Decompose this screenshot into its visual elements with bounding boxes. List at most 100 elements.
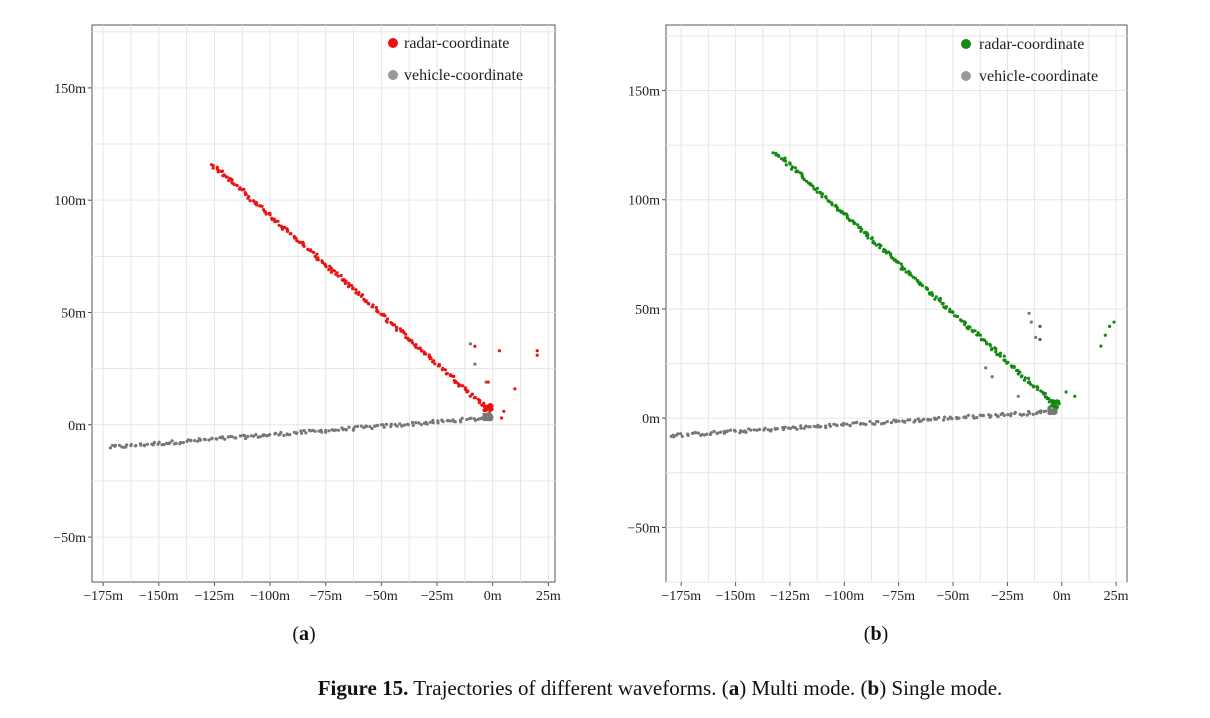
radar-point (440, 368, 444, 372)
radar-point (486, 380, 490, 384)
vehicle-point (848, 424, 852, 428)
vehicle-point (937, 415, 941, 420)
legend-a: radar-coordinate vehicle-coordinate (388, 35, 523, 84)
radar-point (1038, 324, 1042, 328)
radar-point (819, 191, 823, 195)
radar-point (497, 349, 501, 353)
radar-point (443, 368, 447, 372)
vehicle-point (341, 428, 345, 432)
vehicle-point (946, 417, 950, 421)
radar-point (925, 287, 930, 291)
vehicle-point (916, 417, 920, 421)
radar-point (874, 243, 879, 247)
vehicle-point (766, 428, 770, 432)
legend-marker-radar-a (388, 38, 398, 48)
caption-label: Figure 15. (317, 676, 409, 700)
radar-point (771, 151, 775, 155)
panel-letter-b: b (870, 623, 881, 645)
radar-point (418, 346, 422, 350)
radar-point (1057, 399, 1061, 403)
vehicle-point (864, 422, 868, 427)
vehicle-point (157, 440, 161, 444)
radar-point (842, 212, 846, 216)
radar-point (334, 272, 338, 276)
radar-point (456, 381, 460, 385)
vehicle-point (981, 413, 986, 418)
vehicle-point (824, 426, 828, 430)
radar-point (437, 364, 441, 368)
vehicle-point (1031, 412, 1035, 416)
radar-point (913, 276, 918, 280)
vehicle-point (193, 439, 197, 443)
vehicle-point (943, 415, 947, 419)
radar-point (302, 244, 306, 248)
y-tick-label: 150m (628, 85, 660, 100)
radar-point (324, 265, 328, 269)
radar-point (452, 374, 456, 378)
radar-point (232, 182, 236, 187)
radar-point (784, 159, 788, 163)
radar-point (211, 164, 215, 168)
vehicle-point (125, 443, 129, 447)
radar-point (453, 380, 457, 385)
vehicle-point (389, 422, 393, 426)
vehicle-point (1036, 410, 1040, 414)
vehicle-point (775, 427, 779, 431)
x-tick-labels-b: −175m −150m −125m −100m −75m −50m −25m 0m 25m (661, 582, 1129, 604)
vehicle-point (368, 425, 372, 429)
radar-point (466, 389, 470, 393)
radar-point (1028, 382, 1033, 386)
radar-point (1006, 360, 1010, 364)
vehicle-point (929, 418, 933, 422)
radar-point (432, 359, 436, 363)
radar-point (968, 325, 972, 329)
radar-point (1099, 344, 1103, 348)
radar-point (793, 166, 798, 170)
radar-point (315, 252, 319, 256)
radar-point (235, 183, 239, 188)
radar-point (998, 354, 1002, 358)
radar-point (1026, 376, 1031, 380)
vehicle-point (223, 437, 227, 441)
vehicle-point (324, 428, 328, 433)
vehicle-point (989, 414, 993, 418)
vehicle-point (672, 435, 676, 439)
vehicle-point (473, 418, 477, 422)
y-tick-labels-a: −50m 0m 50m 100m 150m (53, 82, 92, 546)
vehicle-point (117, 443, 122, 447)
vehicle-point (327, 429, 331, 433)
radar-point (847, 217, 851, 221)
vehicle-point (343, 427, 348, 431)
vehicle-point (258, 435, 262, 439)
vehicle-point (1050, 408, 1055, 412)
radar-point (1027, 380, 1031, 384)
radar-point (944, 305, 949, 309)
vehicle-point (473, 362, 477, 366)
vehicle-point (382, 425, 386, 429)
radar-point (215, 165, 219, 169)
radar-point (938, 299, 942, 303)
vehicle-point (851, 421, 855, 425)
vehicle-point (482, 416, 486, 420)
vehicle-point (903, 420, 907, 424)
vehicle-point (922, 417, 926, 421)
radar-point (350, 284, 354, 288)
radar-point (853, 221, 857, 225)
vehicle-point (726, 429, 730, 433)
y-tick-labels-b: −50m 0m 50m 100m 150m (627, 85, 666, 536)
radar-point (513, 387, 517, 391)
plot-frame-b (665, 24, 1128, 583)
y-tick-label: 0m (642, 412, 660, 427)
vehicle-point (299, 429, 303, 433)
panel-label-a: (a) (292, 623, 315, 645)
radar-point (410, 341, 415, 345)
vehicle-point (428, 420, 432, 424)
vehicle-point (384, 422, 389, 426)
radar-point (1073, 394, 1077, 398)
radar-point (1035, 387, 1040, 392)
figure-caption: Figure 15. Trajectories of different wav… (0, 676, 1210, 701)
radar-point (444, 372, 448, 376)
radar-point (473, 344, 477, 348)
data-points-a (108, 163, 539, 450)
radar-point (404, 336, 408, 340)
